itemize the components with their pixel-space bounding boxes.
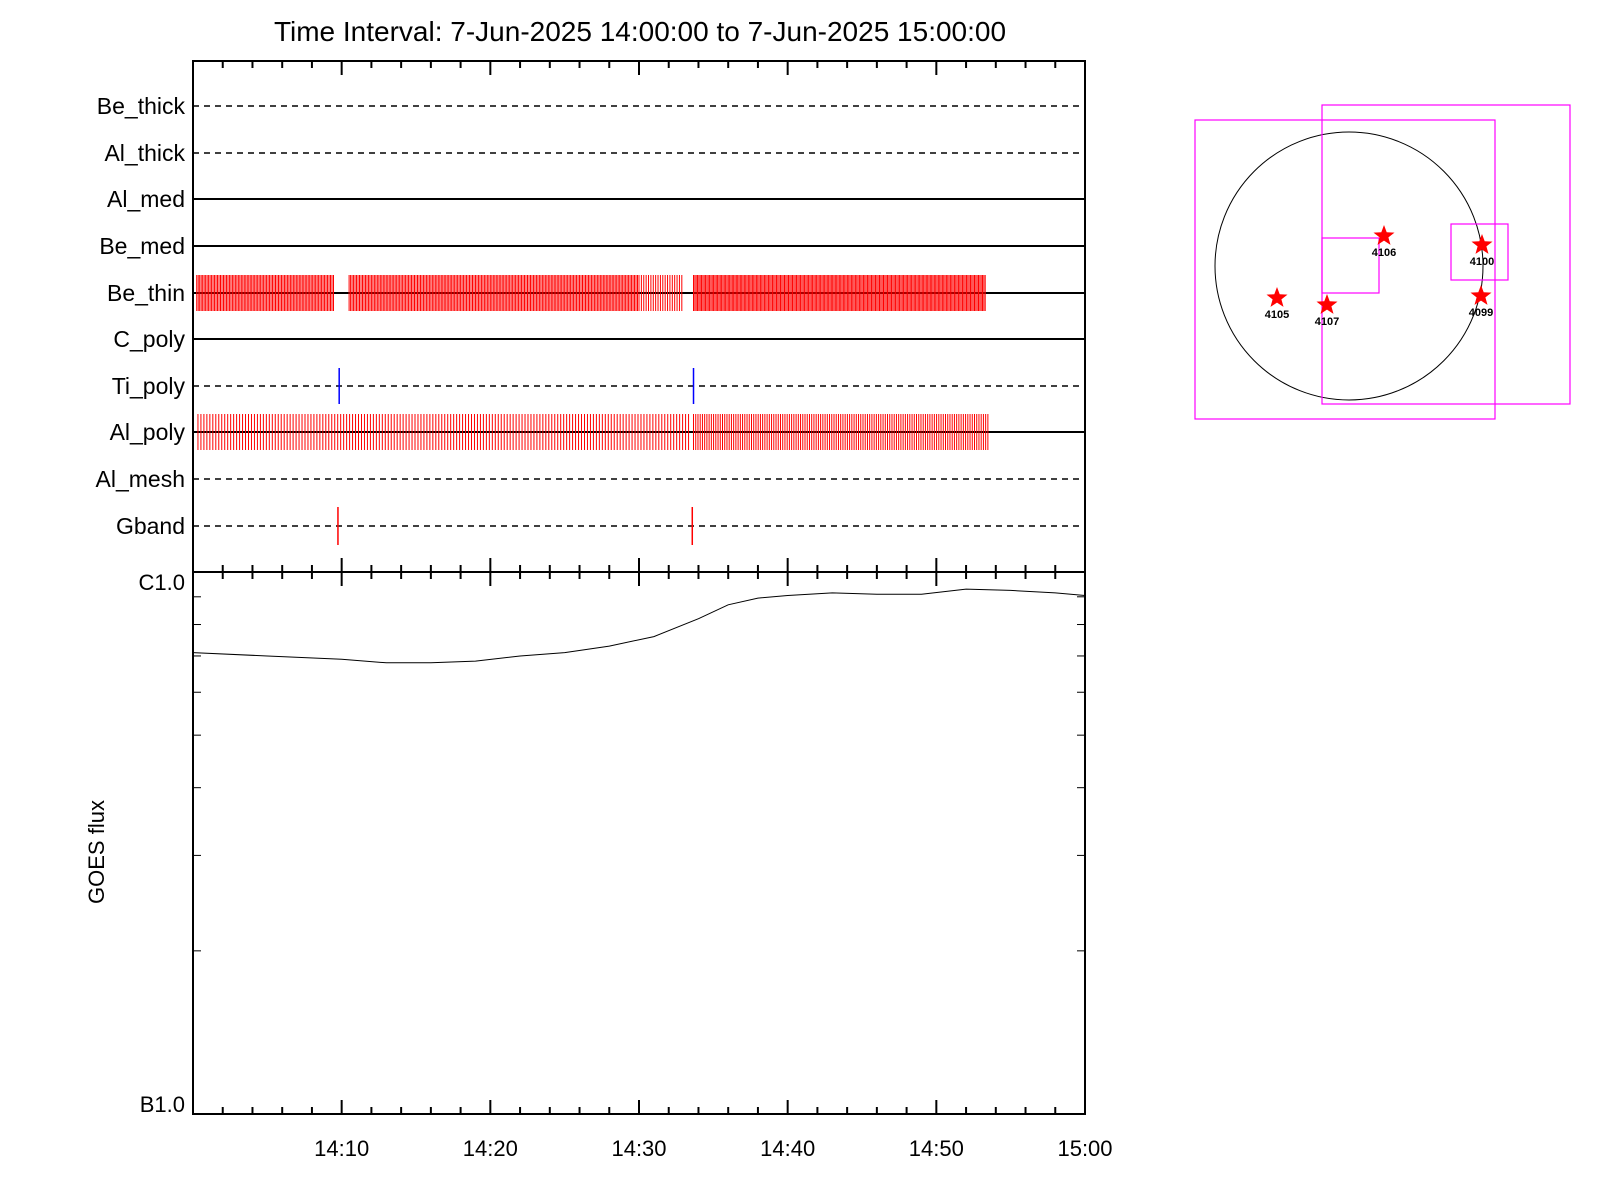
region-box	[1194, 119, 1496, 420]
filter-row-label: Al_thick	[104, 140, 185, 166]
chart-title: Time Interval: 7-Jun-2025 14:00:00 to 7-…	[274, 16, 1006, 47]
goes-flux-line	[192, 588, 1086, 664]
filter-row-label: Al_mesh	[96, 466, 185, 492]
region-box	[1450, 223, 1509, 281]
sun-map: 4106 4100 4105 4107 4099	[1194, 104, 1571, 420]
x-tick-label: 14:50	[909, 1136, 964, 1161]
region-star-marker	[1266, 287, 1288, 307]
region-star-marker	[1373, 225, 1395, 245]
region-star-marker	[1316, 294, 1338, 314]
region-number-label: 4105	[1265, 309, 1289, 321]
region-number-label: 4107	[1315, 316, 1339, 328]
filter-panel-frame	[192, 60, 1086, 573]
y-tick-label: C1.0	[139, 570, 185, 595]
filter-row-label: Be_med	[99, 233, 185, 259]
filter-row-label: Gband	[116, 513, 185, 539]
filter-row-label: Al_poly	[110, 419, 186, 445]
filter-row-label: Ti_poly	[112, 373, 186, 399]
x-tick-label: 14:10	[314, 1136, 369, 1161]
y-tick-label: B1.0	[140, 1092, 185, 1117]
region-star-marker	[1471, 234, 1493, 254]
goes-panel-frame	[192, 571, 1086, 1115]
filter-row-label: Be_thin	[107, 280, 185, 306]
region-number-label: 4100	[1470, 256, 1494, 268]
goes-panel: 14:10 14:20 14:30 14:40 14:50 15:00 C1.0 B1.0 G…	[84, 570, 1113, 1161]
region-number-label: 4106	[1372, 247, 1396, 259]
region-number-label: 4099	[1469, 307, 1493, 319]
x-tick-label: 14:40	[760, 1136, 815, 1161]
region-star-marker	[1470, 285, 1492, 305]
x-tick-label: 14:20	[463, 1136, 518, 1161]
filter-panel: Be_thick Al_thick Al_med Be_med Be_thin C_pol…	[96, 60, 1086, 573]
x-tick-label: 14:30	[611, 1136, 666, 1161]
y-axis-label: GOES flux	[84, 800, 109, 904]
solar-disk	[1214, 131, 1484, 401]
x-tick-label: 15:00	[1057, 1136, 1112, 1161]
region-box	[1321, 237, 1380, 294]
filter-row-label: Be_thick	[97, 93, 186, 119]
filter-row-label: Al_med	[107, 186, 185, 212]
filter-row-label: C_poly	[113, 326, 185, 352]
